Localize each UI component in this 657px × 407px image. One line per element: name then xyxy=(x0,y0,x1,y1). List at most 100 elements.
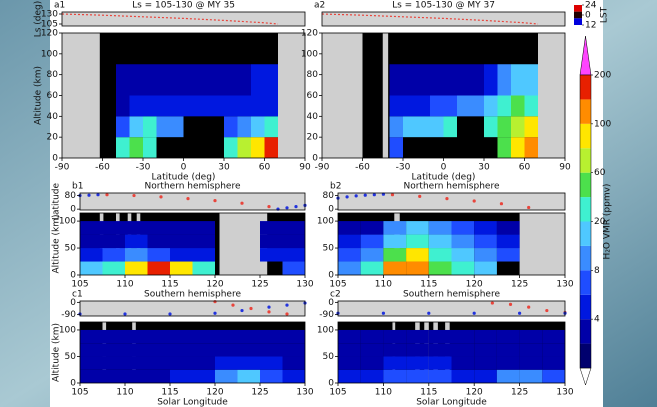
heat-cell xyxy=(519,343,543,357)
panel-label: b1 xyxy=(72,182,83,192)
heat-cell xyxy=(147,343,170,357)
heat-cell xyxy=(496,369,520,383)
y-tick-label: 105 xyxy=(41,20,58,30)
point xyxy=(294,205,298,209)
colorbar-bin xyxy=(580,172,591,198)
heat-cell xyxy=(451,234,475,249)
heat-cell xyxy=(147,234,170,249)
axes-frame xyxy=(337,321,566,384)
x-tick-label: 120 xyxy=(466,280,483,290)
y-tick-label: 40 xyxy=(307,112,319,122)
point xyxy=(381,311,385,315)
axes-frame xyxy=(79,192,306,211)
panel-label: c2 xyxy=(330,290,341,300)
point xyxy=(87,193,91,197)
heat-cell xyxy=(237,329,260,344)
heat-cell xyxy=(519,356,543,370)
axes-frame xyxy=(337,192,566,211)
heat-cell xyxy=(451,261,475,275)
no-data xyxy=(278,33,305,158)
heat-cell xyxy=(484,64,498,96)
colorbar-bin xyxy=(580,148,591,173)
heat-cell xyxy=(170,329,193,344)
heat-cell xyxy=(170,261,193,275)
point xyxy=(345,195,349,199)
y-axis-label: Altitude (km) xyxy=(52,323,62,382)
heat-cell xyxy=(260,343,283,357)
point xyxy=(427,311,431,315)
point xyxy=(267,305,271,309)
y-tick-label: 50 xyxy=(65,352,77,362)
point xyxy=(285,303,289,307)
heat-cell xyxy=(524,137,538,158)
heat-cell xyxy=(338,369,361,383)
heat-cell xyxy=(102,221,125,235)
heat-cell xyxy=(251,64,265,96)
heat-cell xyxy=(237,116,251,138)
heat-cell xyxy=(338,234,361,249)
x-tick-label: 90 xyxy=(559,163,571,173)
colorbar-tick-label: 20 xyxy=(594,217,606,227)
heat-cell xyxy=(430,116,444,138)
heat-cell xyxy=(360,234,384,249)
panel-title: Ls = 105-130 @ MY 37 xyxy=(392,1,495,11)
heat-cell xyxy=(183,64,197,96)
heat-cell xyxy=(147,356,170,370)
heat-cell xyxy=(338,329,361,344)
heat-cell xyxy=(406,248,429,262)
heat-cell xyxy=(197,95,211,117)
y-tick-label: 0 xyxy=(70,205,76,215)
point xyxy=(390,193,395,197)
heat-cell xyxy=(428,369,452,383)
heat-cell xyxy=(125,248,148,262)
heat-cell xyxy=(484,116,498,138)
x-tick-label: 130 xyxy=(556,280,573,290)
heat-cell xyxy=(428,221,452,235)
point xyxy=(267,205,271,209)
heat-cell xyxy=(170,343,193,357)
heat-cell xyxy=(474,261,497,275)
plot-area xyxy=(80,193,305,210)
heat-cell xyxy=(129,116,143,138)
heat-cell xyxy=(215,329,238,344)
heat-cell xyxy=(428,261,452,275)
heat-cell xyxy=(170,369,193,383)
colorbar-bin xyxy=(580,270,591,295)
heat-cell xyxy=(80,234,103,249)
heat-cell xyxy=(519,329,543,344)
heat-cell xyxy=(102,343,125,357)
y-tick-label: 20 xyxy=(307,133,319,143)
point xyxy=(123,312,127,316)
x-tick-label: 30 xyxy=(478,163,490,173)
heat-cell xyxy=(383,261,407,275)
heat-cell xyxy=(80,248,103,262)
heat-cell xyxy=(80,329,103,344)
heat-cell xyxy=(264,64,278,96)
x-tick-label: 115 xyxy=(420,280,437,290)
x-tick-label: 105 xyxy=(329,280,346,290)
heat-cell xyxy=(519,369,543,383)
heat-cell xyxy=(406,261,429,275)
heat-cell xyxy=(129,95,143,117)
panel-label: b2 xyxy=(330,182,341,192)
x-tick-label: 125 xyxy=(511,280,528,290)
heat-cell xyxy=(282,248,305,262)
point xyxy=(231,303,235,307)
x-tick-label: 110 xyxy=(116,388,133,398)
heat-cell xyxy=(116,116,130,138)
heat-cell xyxy=(125,261,148,275)
panel-title: Southern hemisphere xyxy=(403,290,500,300)
heat-cell xyxy=(496,343,520,357)
heat-cell xyxy=(406,369,429,383)
panel-title: Ls = 105-130 @ MY 35 xyxy=(132,1,235,11)
colorbar-bin xyxy=(580,197,591,222)
heat-cell xyxy=(183,95,197,117)
heat-cell xyxy=(224,116,238,138)
lst-tick-label: 24 xyxy=(585,1,597,11)
heat-cell xyxy=(496,248,520,262)
heat-cell xyxy=(282,369,305,383)
no-data xyxy=(519,213,565,275)
y-tick-label: 0 xyxy=(328,271,334,281)
heat-cell xyxy=(470,64,484,96)
